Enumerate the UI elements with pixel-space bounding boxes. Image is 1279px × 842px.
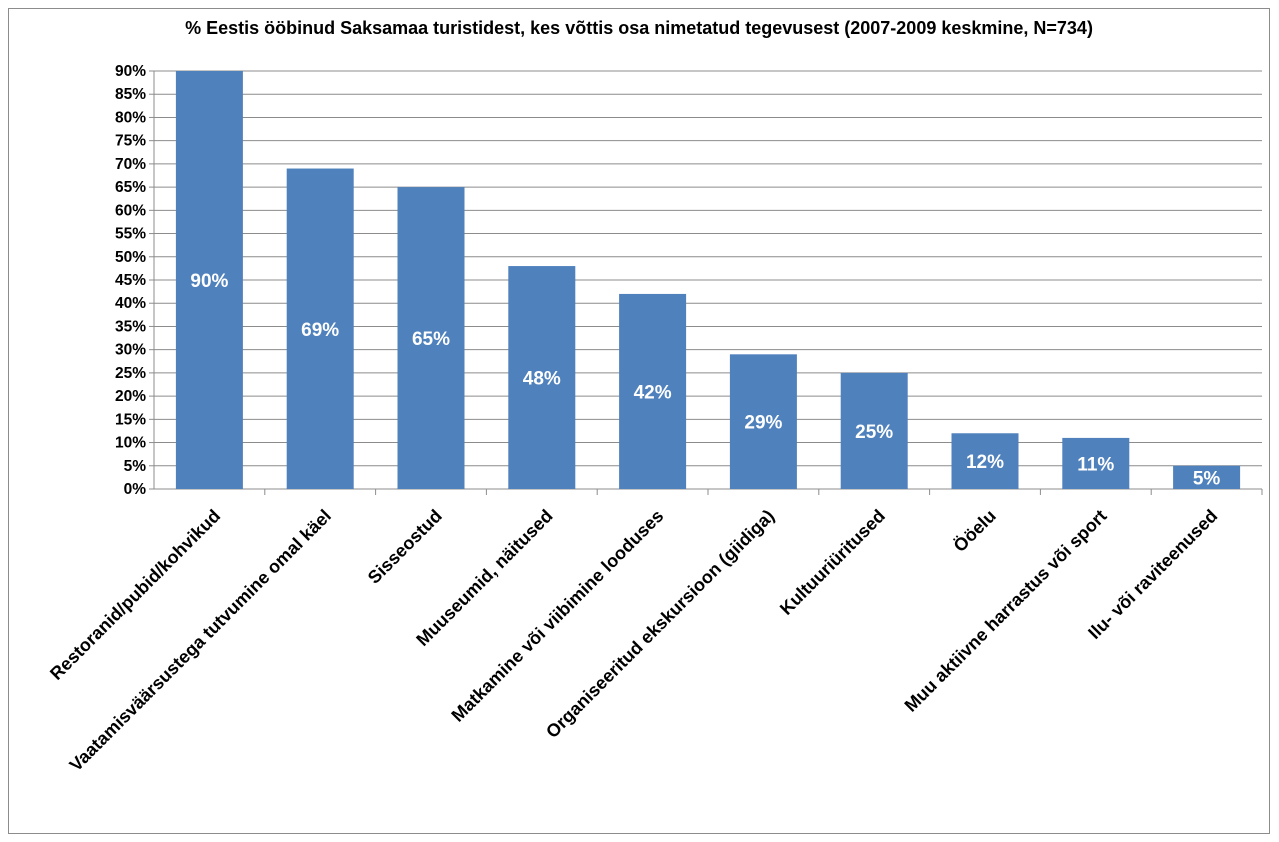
bar xyxy=(729,354,797,489)
category-label: Vaatamisväärsustega tutvumine omal käel xyxy=(65,506,335,776)
y-tick-label: 55% xyxy=(115,226,146,243)
data-label: 12% xyxy=(966,452,1004,473)
y-tick-label: 40% xyxy=(115,295,146,312)
y-tick-label: 45% xyxy=(115,272,146,289)
data-label: 11% xyxy=(1077,454,1114,475)
chart-title: % Eestis ööbinud Saksamaa turistidest, k… xyxy=(185,18,1093,38)
bar xyxy=(619,293,687,489)
bar xyxy=(1173,465,1241,489)
category-label: Matkamine või viibimine looduses xyxy=(447,506,667,726)
category-label: Organiseeritud ekskursioon (giidiga) xyxy=(542,506,778,742)
data-label: 29% xyxy=(744,413,782,434)
y-tick-label: 90% xyxy=(115,63,146,80)
y-tick-label: 70% xyxy=(115,156,146,173)
data-label: 42% xyxy=(634,382,672,403)
y-tick-label: 35% xyxy=(115,318,146,335)
data-label: 25% xyxy=(855,422,893,443)
y-tick-label: 85% xyxy=(115,86,146,103)
bar xyxy=(840,372,908,489)
data-label: 65% xyxy=(412,329,450,350)
bar xyxy=(397,187,465,489)
y-tick-label: 65% xyxy=(115,179,146,196)
bar xyxy=(1062,437,1130,489)
y-tick-label: 60% xyxy=(115,202,146,219)
y-tick-label: 30% xyxy=(115,342,146,359)
data-label: 5% xyxy=(1193,468,1221,489)
category-label: Sisseostud xyxy=(364,506,446,588)
bar xyxy=(951,433,1019,489)
y-tick-label: 80% xyxy=(115,109,146,126)
data-label: 69% xyxy=(301,320,339,341)
bar xyxy=(175,71,243,489)
y-tick-label: 20% xyxy=(115,388,146,405)
bar xyxy=(286,168,354,490)
y-tick-label: 5% xyxy=(124,458,147,475)
data-label: 90% xyxy=(190,271,228,292)
data-label: 48% xyxy=(523,369,561,390)
y-tick-label: 10% xyxy=(115,435,146,452)
bar xyxy=(508,266,576,489)
y-tick-label: 50% xyxy=(115,249,146,266)
y-tick-label: 75% xyxy=(115,133,146,150)
category-label: Ööelu xyxy=(950,506,1000,556)
y-tick-label: 15% xyxy=(115,411,146,428)
y-tick-label: 25% xyxy=(115,365,146,382)
category-label: Muu aktiivne harrastus või sport xyxy=(901,506,1111,716)
category-label: Kultuuriüritused xyxy=(776,506,889,619)
category-label: Ilu- või raviteenused xyxy=(1084,506,1221,643)
y-tick-label: 0% xyxy=(124,481,147,498)
